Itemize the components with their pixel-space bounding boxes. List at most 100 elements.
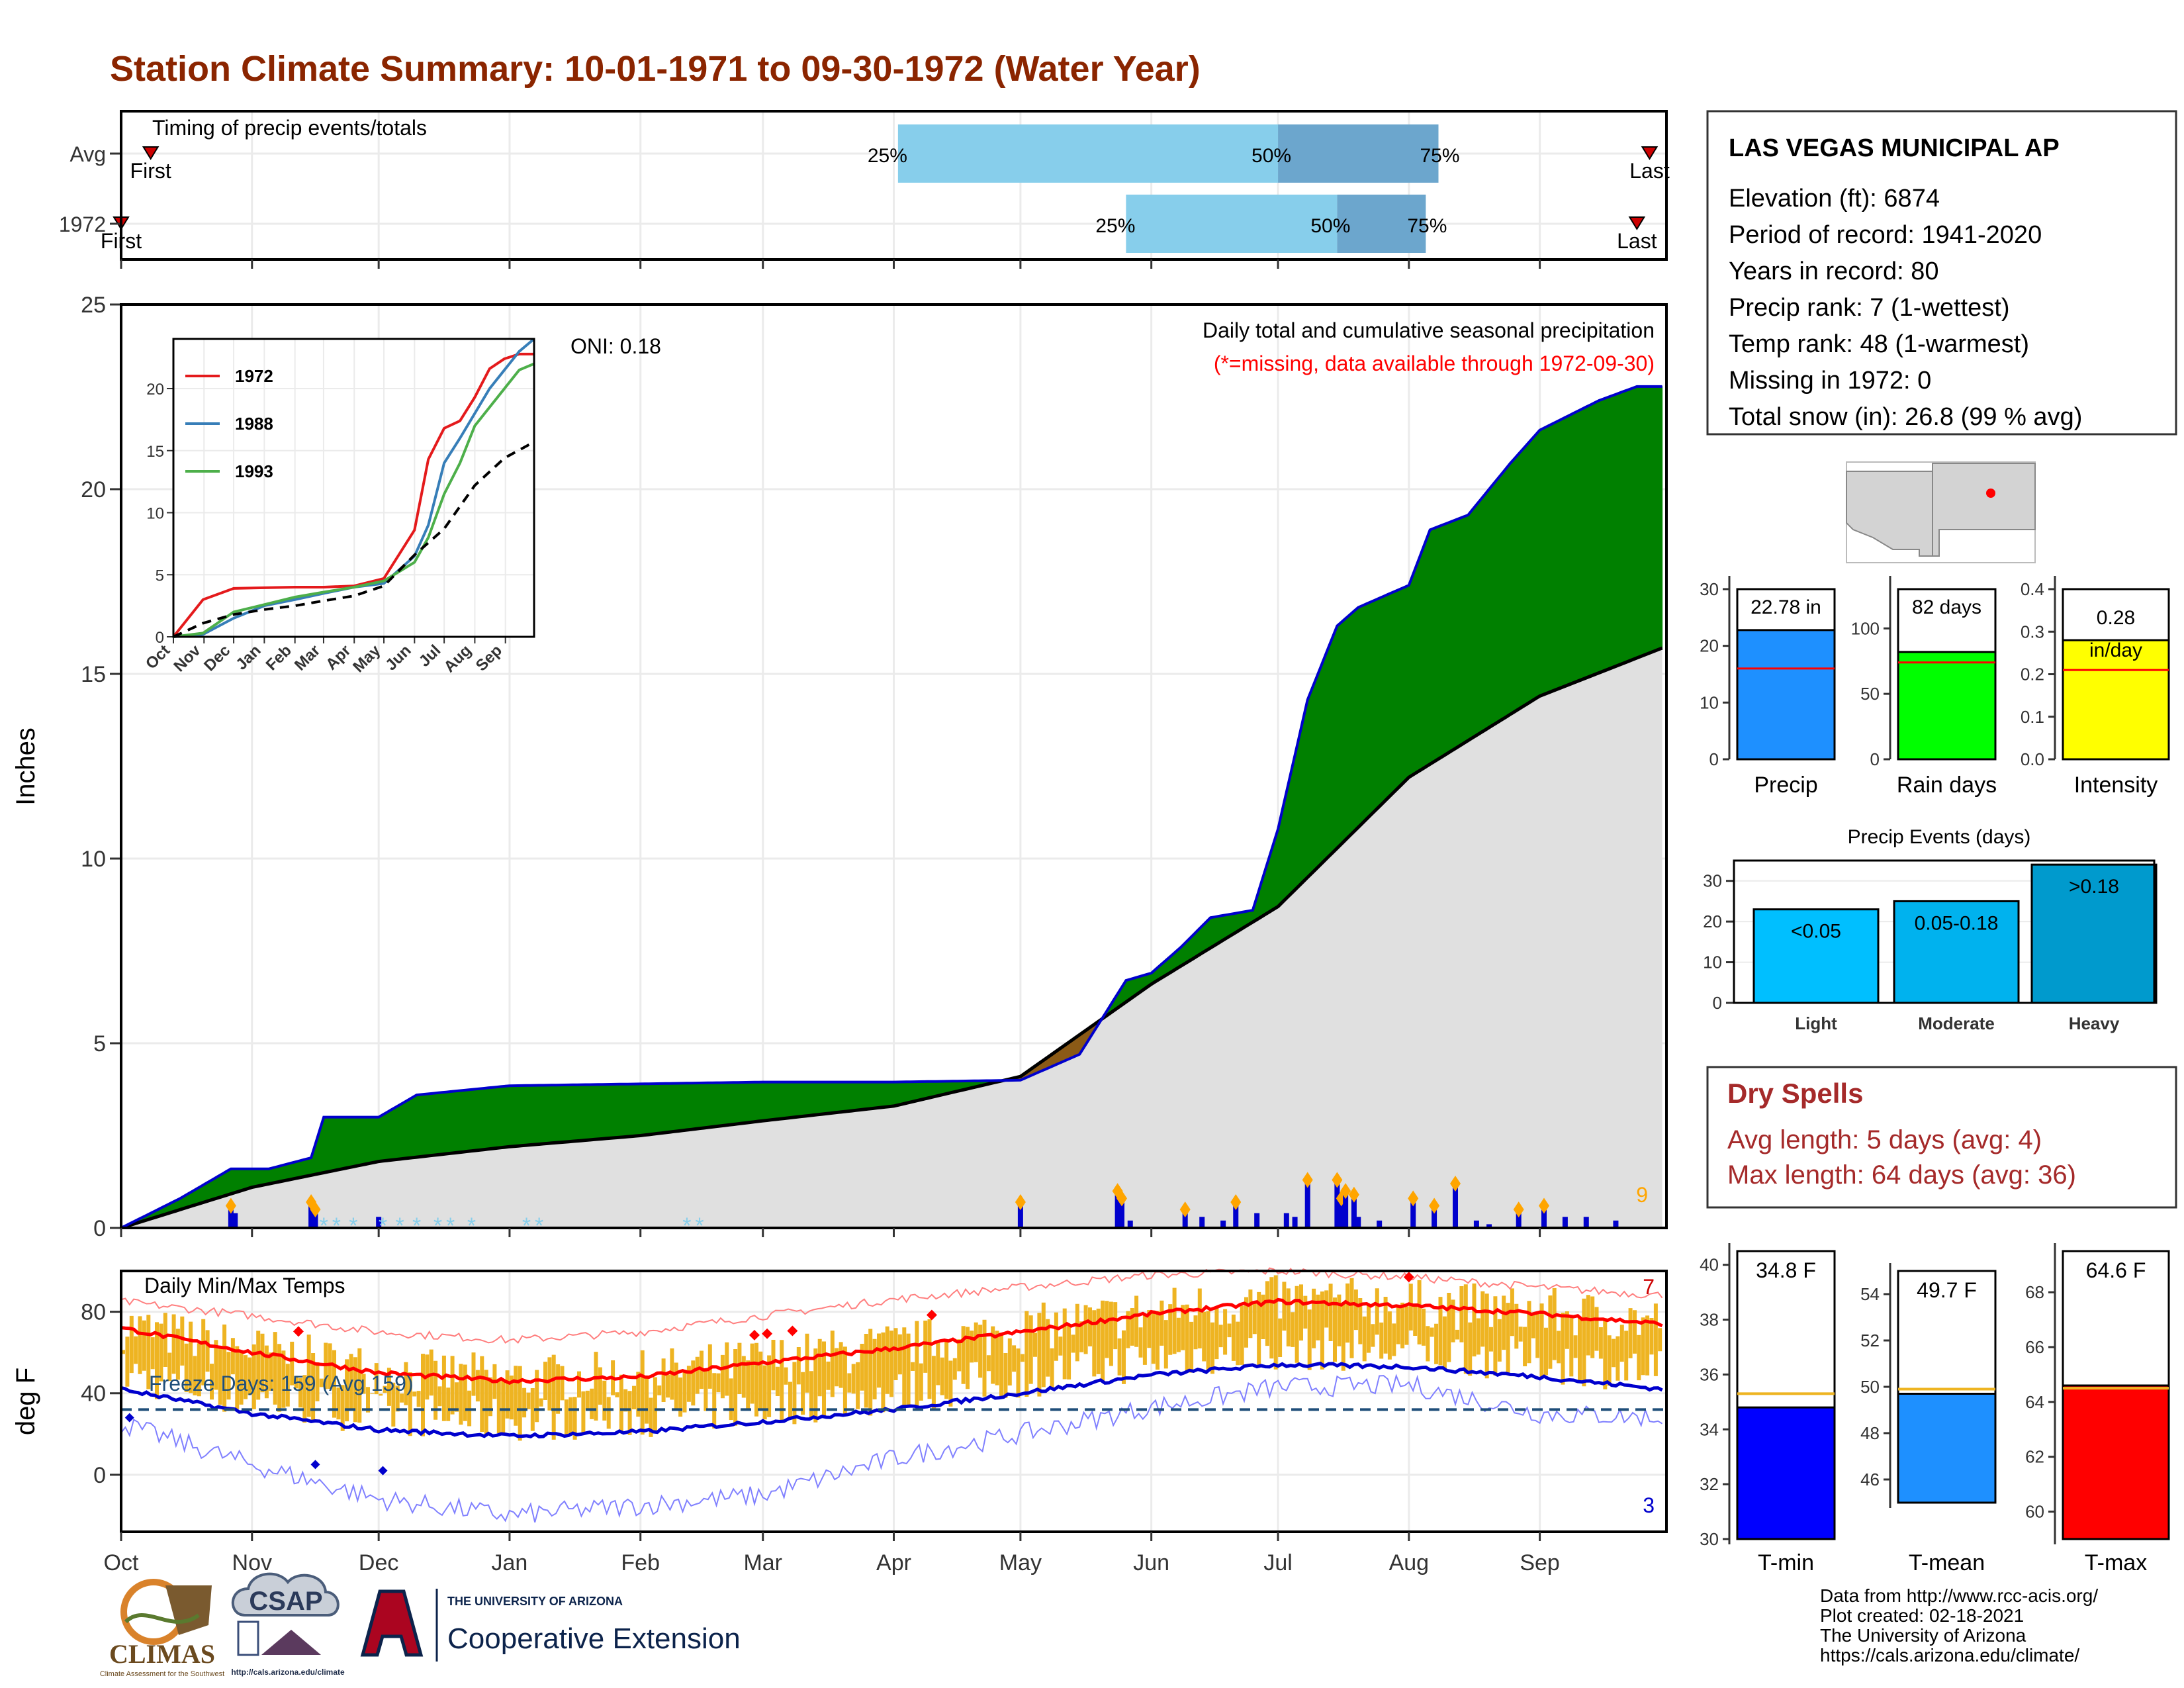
heavy-event-marker xyxy=(1429,1197,1440,1214)
normal-cumulative-line xyxy=(120,646,1663,1230)
daily-precip-bar xyxy=(1182,1209,1188,1228)
dry-spells-frame xyxy=(1706,1066,2177,1209)
inset-frame xyxy=(172,338,535,638)
ua-logo-big-text: Cooperative Extension xyxy=(447,1622,741,1655)
record-min-line xyxy=(120,1374,1663,1523)
inset-series-line xyxy=(173,362,535,638)
station-name: LAS VEGAS MUNICIPAL AP xyxy=(1729,134,2060,162)
events-bar-label: 0.05-0.18 xyxy=(1915,912,1999,934)
snow-marker: * xyxy=(332,1213,341,1239)
temp-summary-ytick-label: 64 xyxy=(2025,1392,2044,1412)
heavy-event-marker xyxy=(1015,1194,1026,1210)
record-max-line xyxy=(120,1267,1663,1344)
inset-legend-label: 1972 xyxy=(235,366,273,386)
month-tick-label: Sep xyxy=(1520,1550,1560,1575)
summary-ytick-label: 0.3 xyxy=(2021,622,2044,641)
summary-category-label: Rain days xyxy=(1897,773,1997,798)
daily-precip-bar xyxy=(1453,1184,1459,1228)
dry-spells-title: Dry Spells xyxy=(1727,1078,1863,1109)
temp-summary-label: 64.6 F xyxy=(2086,1258,2146,1282)
daily-precip-bar xyxy=(1233,1201,1239,1228)
events-bar-label: <0.05 xyxy=(1791,921,1841,943)
daily-precip-bar xyxy=(1292,1217,1298,1228)
inset-legend-label: 1993 xyxy=(235,461,273,481)
temp-summary-bar: 46 48 50 52 54 49.7 F T-mean xyxy=(1860,1263,1997,1575)
timing-bar-q25-q50 xyxy=(897,124,1279,183)
csap-rain-icon xyxy=(237,1620,259,1656)
month-tick-label: Mar xyxy=(743,1550,782,1575)
events-ytick-label: 30 xyxy=(1703,871,1722,891)
daily-precip-bar xyxy=(1283,1213,1289,1228)
page-title: Station Climate Summary: 10-01-1971 to 0… xyxy=(110,49,1201,89)
temp-summary-ytick-label: 60 xyxy=(2025,1502,2044,1522)
timing-bar-q50-q75 xyxy=(1278,124,1439,183)
timing-last-marker xyxy=(1641,146,1659,160)
precip-events-frame xyxy=(1733,859,2156,1004)
snow-marker: * xyxy=(467,1213,476,1239)
precip-ytick-label: 25 xyxy=(81,293,106,318)
avg-min-line xyxy=(120,1362,1663,1439)
summary-bar-label: 0.28 xyxy=(2097,607,2135,629)
precip-count-label: 9 xyxy=(1636,1183,1648,1207)
temp-summary-value xyxy=(2062,1384,2170,1540)
temp-summary-ytick-label: 66 xyxy=(2025,1337,2044,1357)
daily-precip-bar xyxy=(1343,1191,1349,1228)
daily-precip-bar xyxy=(1516,1209,1522,1228)
month-tick-label: Nov xyxy=(232,1550,272,1575)
daily-precip-bar xyxy=(1355,1217,1361,1228)
inset-ytick-label: 20 xyxy=(146,381,164,399)
timing-label-25: 25% xyxy=(1095,215,1135,237)
temp-summary-ytick-label: 48 xyxy=(1860,1423,1880,1443)
summary-bar-value xyxy=(2062,639,2170,761)
daily-precip-bar xyxy=(1127,1220,1133,1228)
events-bar-label: >0.18 xyxy=(2069,876,2119,898)
temp-summary-label: 34.8 F xyxy=(1756,1258,1816,1282)
station-box-frame xyxy=(1706,110,2177,436)
summary-bar-label: 82 days xyxy=(1912,596,1981,618)
freeze-days-label: Freeze Days: 159 (Avg 159) xyxy=(149,1372,414,1395)
timing-first-label: First xyxy=(130,159,171,183)
timing-bar-q50-q75 xyxy=(1337,195,1426,253)
precip-events-chart: Precip Events (days) 0 10 20 30 <0.05 Light 0.0… xyxy=(1703,826,2158,1033)
heavy-event-marker xyxy=(1179,1201,1191,1218)
summary-ytick-label: 100 xyxy=(1851,618,1880,638)
heavy-event-marker xyxy=(1450,1176,1461,1192)
timing-bar-q25-q50 xyxy=(1126,195,1338,253)
daily-precip-bar xyxy=(308,1201,314,1228)
daily-precip-bar xyxy=(1583,1217,1589,1228)
snow-marker: * xyxy=(682,1213,691,1239)
heavy-event-marker xyxy=(1230,1194,1242,1210)
footer-line-url: https://cals.arizona.edu/climate/ xyxy=(1820,1645,2080,1665)
summary-bar-value xyxy=(1897,651,1997,761)
ua-a-logo xyxy=(360,1589,424,1657)
month-tick-label: May xyxy=(999,1550,1042,1575)
heavy-event-marker xyxy=(1538,1197,1549,1214)
inset-ytick-label: 0 xyxy=(156,629,164,647)
snow-marker: * xyxy=(349,1213,357,1239)
precip-caption: Daily total and cumulative seasonal prec… xyxy=(1203,318,1655,342)
events-bar xyxy=(1752,908,1880,1004)
map-states xyxy=(1846,463,2036,557)
record-low-marker xyxy=(124,1413,134,1423)
summary-ytick-label: 0.4 xyxy=(2021,579,2044,599)
temp-summary-ytick-label: 50 xyxy=(1860,1377,1880,1397)
daily-precip-bar xyxy=(1377,1220,1383,1228)
climas-logo-shape xyxy=(165,1585,212,1635)
dry-spells-box: Dry Spells Avg length: 5 days (avg: 4) Max… xyxy=(1706,1066,2177,1209)
precip-ytick-label: 15 xyxy=(81,662,106,687)
precip-ytick-label: 10 xyxy=(81,847,106,872)
state-map xyxy=(1846,461,2036,563)
snow-marker: * xyxy=(320,1213,328,1239)
summary-bar-chart: 0.0 0.1 0.2 0.3 0.4 0.28 in/day Intensity xyxy=(2021,576,2170,798)
csap-mountain-icon xyxy=(261,1630,321,1655)
station-info-line: Total snow (in): 26.8 (99 % avg) xyxy=(1729,403,2082,431)
inset-ytick-label: 5 xyxy=(156,567,164,585)
daily-precip-bar xyxy=(1410,1198,1416,1228)
summary-ytick-label: 0.0 xyxy=(2021,749,2044,769)
temp-summary-label: 49.7 F xyxy=(1917,1278,1977,1302)
record-high-marker xyxy=(926,1309,937,1321)
oni-label: ONI: 0.18 xyxy=(570,334,661,358)
precip-events-title: Precip Events (days) xyxy=(1848,826,2031,848)
events-ytick-label: 10 xyxy=(1703,953,1722,972)
temp-min-count: 3 xyxy=(1643,1493,1655,1517)
